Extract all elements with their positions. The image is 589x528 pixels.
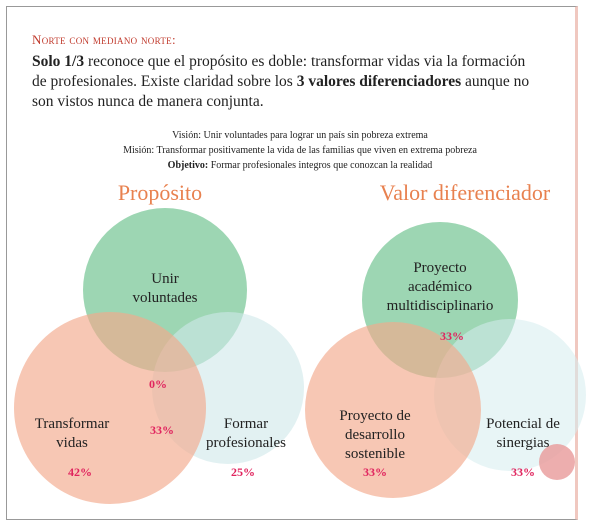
label-line: Proyecto de <box>339 408 411 424</box>
circle <box>14 312 206 504</box>
label-line: 0% <box>149 377 167 391</box>
label-line: 25% <box>231 465 255 479</box>
statement-text: Unir voluntades para lograr un país sin … <box>200 130 428 141</box>
statement-label: Visión: <box>172 130 201 141</box>
statement-text: Transformar positivamente la vida de las… <box>154 145 477 156</box>
statement: Objetivo: Formar profesionales integros … <box>40 158 560 173</box>
circle <box>539 444 575 480</box>
label-line: voluntades <box>133 290 198 306</box>
set-label: Proyecto académico multidisciplinario <box>387 260 494 314</box>
statement: Visión: Unir voluntades para lograr un p… <box>40 128 560 143</box>
text-run: 3 valores diferenciadores <box>296 73 462 90</box>
label-line: Transformar <box>35 416 109 432</box>
percentage: 33% <box>363 465 387 479</box>
label-line: Unir <box>151 271 179 287</box>
label-line: vidas <box>56 435 88 451</box>
set-label: Transformar vidas <box>35 416 109 451</box>
venn-proposito <box>14 208 304 504</box>
percentage: 33% <box>511 465 535 479</box>
percentage: 0% <box>149 377 167 391</box>
set-label: Potencial de sinergias <box>486 416 560 451</box>
set-label: Unir voluntades <box>133 271 198 306</box>
label-line: multidisciplinario <box>387 298 494 314</box>
label-line: 33% <box>440 329 464 343</box>
set-label: Proyecto de desarrollo sostenible <box>339 408 411 462</box>
statement-label: Misión: <box>123 145 155 156</box>
circle <box>305 322 481 498</box>
label-line: 33% <box>150 423 174 437</box>
venn-valor <box>305 222 586 498</box>
statement-text: Formar profesionales integros que conozc… <box>208 160 433 171</box>
header-title: Norte con mediano norte: <box>32 32 176 47</box>
text-run: Solo 1/3 <box>32 53 85 70</box>
paragraph: Solo 1/3 reconoce que el propósito es do… <box>32 52 532 112</box>
percentage: 33% <box>440 329 464 343</box>
percentage: 42% <box>68 465 92 479</box>
statement-label: Objetivo: <box>167 160 209 171</box>
label-line: Formar <box>224 416 268 432</box>
label-line: sinergias <box>496 435 549 451</box>
label-line: desarrollo <box>345 427 405 443</box>
diagram-title: Propósito <box>118 180 202 205</box>
statements: Visión: Unir voluntades para lograr un p… <box>40 128 560 173</box>
text-run: reconoce que el propósito es doble: tran… <box>32 53 526 90</box>
text-run: aunque no son vistos nunca de manera con… <box>32 73 530 110</box>
label-line: académico <box>408 279 472 295</box>
label-line: 33% <box>511 465 535 479</box>
label-line: Potencial de <box>486 416 560 432</box>
percentage: 33% <box>150 423 174 437</box>
label-line: 33% <box>363 465 387 479</box>
label-line: 42% <box>68 465 92 479</box>
label-line: sostenible <box>345 446 405 462</box>
frame <box>6 6 578 520</box>
set-label: Formar profesionales <box>206 416 286 451</box>
statement: Misión: Transformar positivamente la vid… <box>40 143 560 158</box>
diagram-title: Valor diferenciador <box>380 180 551 205</box>
label-line: Proyecto <box>413 260 466 276</box>
label-line: profesionales <box>206 435 286 451</box>
percentage: 25% <box>231 465 255 479</box>
